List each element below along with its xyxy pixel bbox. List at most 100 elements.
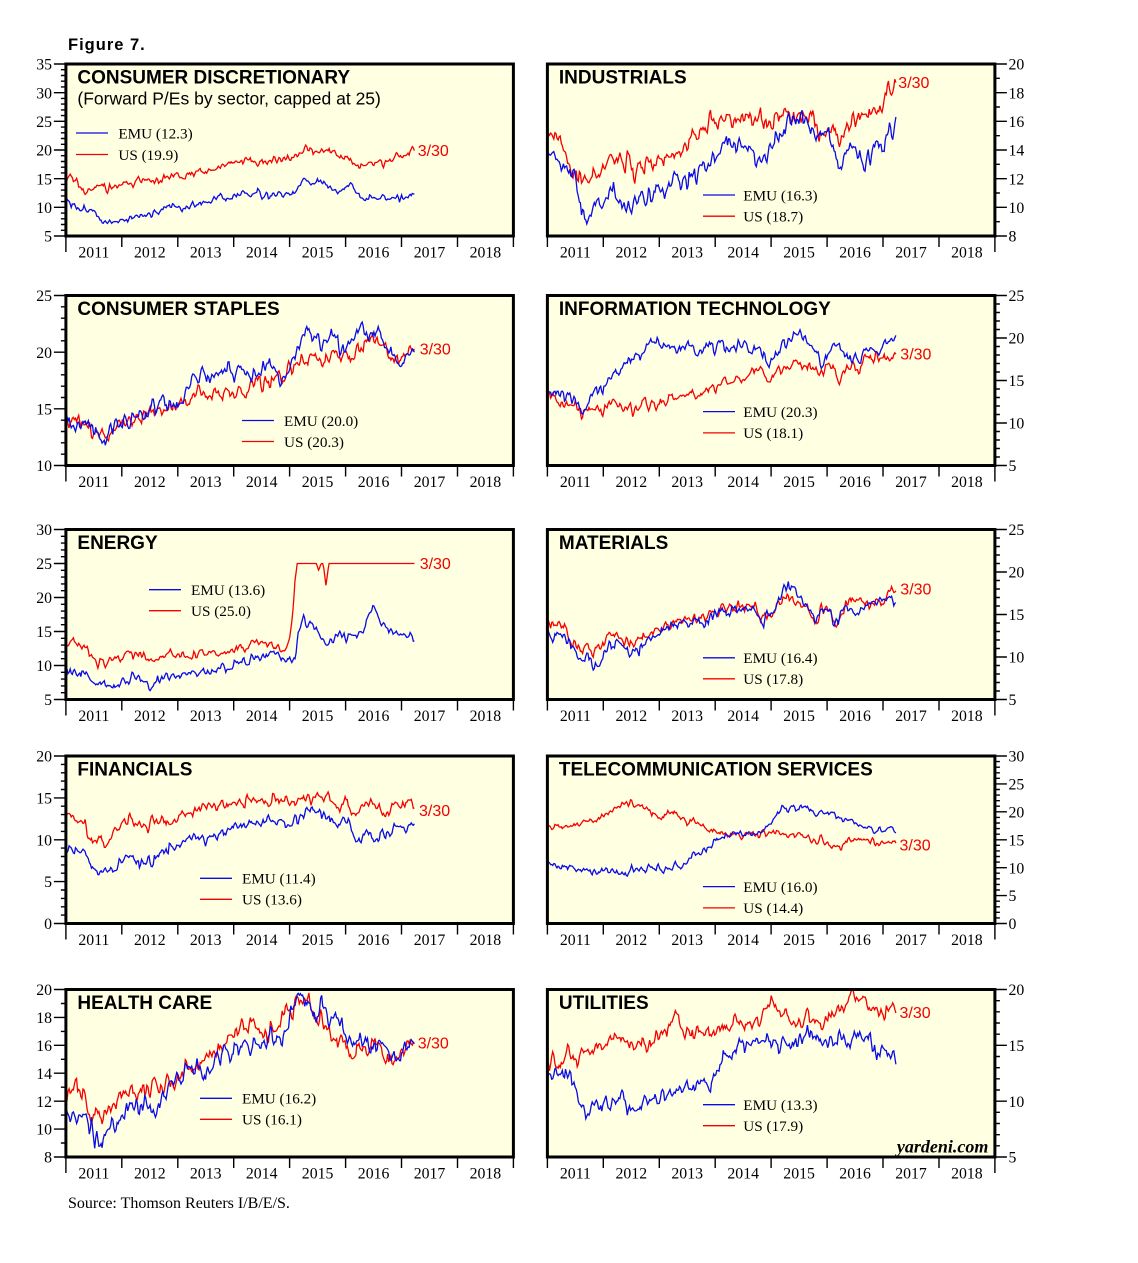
svg-text:3/30: 3/30: [418, 1036, 449, 1053]
svg-text:EMU (20.0): EMU (20.0): [284, 413, 358, 430]
svg-text:5: 5: [1009, 1150, 1017, 1167]
svg-text:2014: 2014: [727, 708, 759, 725]
svg-text:20: 20: [36, 345, 52, 362]
svg-text:2015: 2015: [783, 244, 815, 261]
svg-text:2017: 2017: [895, 1165, 927, 1182]
svg-text:2015: 2015: [783, 932, 815, 949]
svg-text:2015: 2015: [302, 708, 334, 725]
svg-text:2018: 2018: [470, 244, 502, 261]
svg-text:2016: 2016: [358, 474, 390, 491]
svg-text:2011: 2011: [560, 1165, 591, 1182]
svg-text:2012: 2012: [134, 474, 166, 491]
svg-text:14: 14: [1009, 143, 1025, 160]
svg-text:2013: 2013: [671, 474, 703, 491]
svg-text:30: 30: [36, 85, 52, 102]
svg-text:10: 10: [1009, 650, 1025, 667]
svg-text:15: 15: [1009, 373, 1025, 390]
svg-text:2013: 2013: [190, 1165, 222, 1182]
svg-text:US (13.6): US (13.6): [242, 892, 302, 909]
svg-text:2016: 2016: [839, 1165, 871, 1182]
svg-text:10: 10: [36, 658, 52, 675]
svg-text:3/30: 3/30: [418, 143, 449, 160]
svg-text:(Forward P/Es by sector, cappe: (Forward P/Es by sector, capped at 25): [77, 89, 380, 109]
svg-text:EMU (16.0): EMU (16.0): [743, 879, 817, 896]
svg-text:8: 8: [1009, 229, 1017, 246]
svg-text:EMU (11.4): EMU (11.4): [242, 871, 316, 888]
svg-text:35: 35: [36, 57, 52, 74]
svg-text:12: 12: [1009, 171, 1025, 188]
svg-text:2016: 2016: [839, 708, 871, 725]
svg-text:2013: 2013: [671, 932, 703, 949]
svg-text:2014: 2014: [727, 932, 759, 949]
svg-text:2017: 2017: [414, 244, 446, 261]
svg-text:25: 25: [36, 556, 52, 573]
svg-text:3/30: 3/30: [898, 75, 929, 92]
svg-text:2017: 2017: [414, 708, 446, 725]
svg-text:US (14.4): US (14.4): [743, 900, 803, 917]
svg-text:yardeni.com: yardeni.com: [895, 1137, 989, 1157]
svg-text:30: 30: [1009, 749, 1025, 766]
svg-text:EMU (16.2): EMU (16.2): [242, 1091, 316, 1108]
svg-text:2016: 2016: [358, 1165, 390, 1182]
svg-text:5: 5: [1009, 888, 1017, 905]
svg-text:2012: 2012: [134, 932, 166, 949]
svg-text:20: 20: [1009, 565, 1025, 582]
svg-text:2017: 2017: [895, 474, 927, 491]
svg-text:15: 15: [1009, 832, 1025, 849]
svg-text:2011: 2011: [78, 244, 109, 261]
svg-text:2012: 2012: [616, 474, 648, 491]
svg-text:US (19.9): US (19.9): [118, 147, 178, 164]
svg-text:2012: 2012: [616, 1165, 648, 1182]
svg-text:2018: 2018: [951, 474, 983, 491]
svg-text:3/30: 3/30: [420, 556, 451, 573]
svg-text:3/30: 3/30: [900, 838, 931, 855]
svg-text:2016: 2016: [839, 244, 871, 261]
svg-text:20: 20: [36, 143, 52, 160]
svg-text:15: 15: [36, 401, 52, 418]
svg-text:16: 16: [1009, 114, 1025, 131]
svg-text:2018: 2018: [951, 708, 983, 725]
svg-text:2016: 2016: [358, 932, 390, 949]
svg-text:2015: 2015: [783, 1165, 815, 1182]
svg-text:2017: 2017: [895, 244, 927, 261]
svg-text:INFORMATION TECHNOLOGY: INFORMATION TECHNOLOGY: [559, 299, 831, 320]
svg-text:18: 18: [1009, 85, 1025, 102]
svg-text:20: 20: [36, 982, 52, 999]
svg-text:US (17.9): US (17.9): [743, 1118, 803, 1135]
svg-text:20: 20: [36, 590, 52, 607]
svg-text:2014: 2014: [246, 474, 278, 491]
svg-text:2018: 2018: [470, 932, 502, 949]
svg-text:3/30: 3/30: [900, 347, 931, 364]
svg-text:Figure 7.: Figure 7.: [68, 36, 146, 54]
svg-text:3/30: 3/30: [420, 341, 451, 358]
svg-text:ENERGY: ENERGY: [77, 533, 158, 554]
svg-text:2014: 2014: [246, 708, 278, 725]
svg-text:2011: 2011: [560, 474, 591, 491]
svg-text:10: 10: [1009, 860, 1025, 877]
svg-text:CONSUMER STAPLES: CONSUMER STAPLES: [77, 299, 279, 320]
svg-text:TELECOMMUNICATION SERVICES: TELECOMMUNICATION SERVICES: [559, 759, 873, 780]
svg-text:3/30: 3/30: [900, 582, 931, 599]
svg-text:2013: 2013: [671, 708, 703, 725]
svg-text:2017: 2017: [414, 1165, 446, 1182]
svg-text:2018: 2018: [470, 1165, 502, 1182]
svg-text:2013: 2013: [671, 1165, 703, 1182]
svg-text:2013: 2013: [190, 474, 222, 491]
svg-text:5: 5: [1009, 692, 1017, 709]
svg-text:2016: 2016: [358, 244, 390, 261]
svg-text:2014: 2014: [727, 244, 759, 261]
svg-text:EMU (16.4): EMU (16.4): [743, 650, 817, 667]
svg-text:2012: 2012: [134, 1165, 166, 1182]
svg-text:FINANCIALS: FINANCIALS: [77, 759, 192, 780]
svg-text:2012: 2012: [616, 244, 648, 261]
svg-text:8: 8: [44, 1150, 52, 1167]
svg-text:US (25.0): US (25.0): [191, 603, 251, 620]
svg-text:25: 25: [1009, 288, 1025, 305]
svg-text:2013: 2013: [671, 244, 703, 261]
svg-text:Source: Thomson Reuters I/B/E/: Source: Thomson Reuters I/B/E/S.: [68, 1195, 290, 1212]
svg-text:0: 0: [44, 916, 52, 933]
svg-text:2018: 2018: [470, 474, 502, 491]
svg-text:2014: 2014: [246, 932, 278, 949]
svg-text:5: 5: [44, 874, 52, 891]
svg-text:HEALTH CARE: HEALTH CARE: [77, 993, 212, 1014]
